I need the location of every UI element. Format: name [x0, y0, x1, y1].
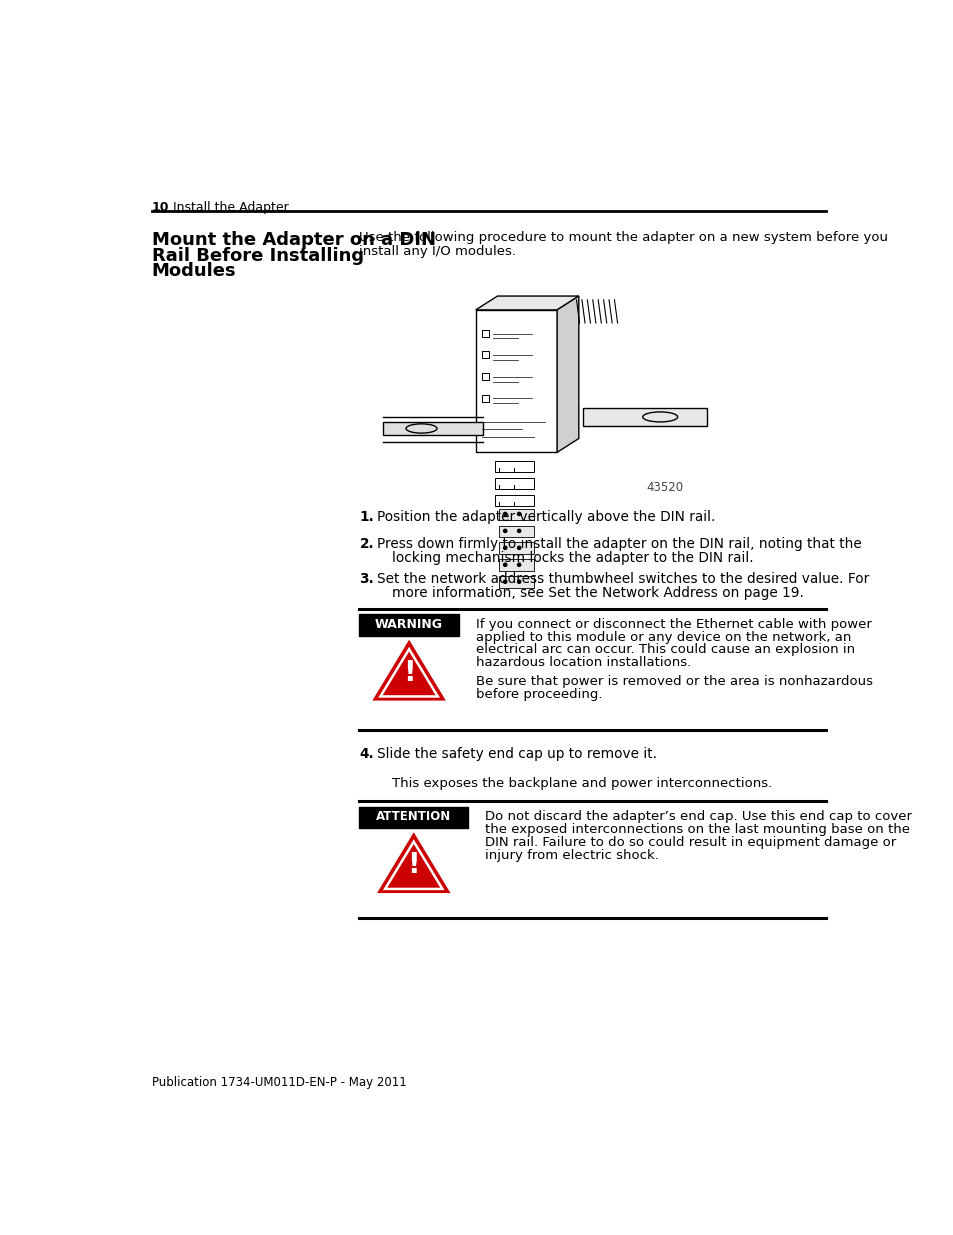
Bar	[481, 373, 488, 380]
Text: 2.: 2.	[359, 537, 374, 551]
Circle shape	[517, 579, 521, 584]
Text: DIN rail. Failure to do so could result in equipment damage or: DIN rail. Failure to do so could result …	[484, 836, 896, 848]
Bar	[481, 352, 488, 358]
Polygon shape	[382, 421, 483, 436]
Polygon shape	[557, 296, 578, 452]
Bar	[498, 526, 534, 537]
Text: 1.: 1.	[359, 510, 374, 524]
Text: electrical arc can occur. This could cause an explosion in: electrical arc can occur. This could cau…	[476, 643, 854, 656]
Circle shape	[502, 511, 507, 516]
Polygon shape	[582, 408, 706, 426]
Text: 43520: 43520	[645, 480, 682, 494]
Text: hazardous location installations.: hazardous location installations.	[476, 656, 690, 669]
Text: Modules: Modules	[152, 262, 236, 280]
Text: locking mechanism locks the adapter to the DIN rail.: locking mechanism locks the adapter to t…	[392, 551, 753, 564]
Circle shape	[517, 511, 521, 516]
Bar	[481, 395, 488, 401]
Text: install any I/O modules.: install any I/O modules.	[359, 246, 516, 258]
Text: Be sure that power is removed or the area is nonhazardous: Be sure that power is removed or the are…	[476, 674, 872, 688]
Text: applied to this module or any device on the network, an: applied to this module or any device on …	[476, 631, 850, 643]
Text: Do not discard the adapter’s end cap. Use this end cap to cover: Do not discard the adapter’s end cap. Us…	[484, 810, 911, 824]
Bar	[498, 577, 534, 588]
Text: !: !	[402, 658, 415, 687]
Circle shape	[517, 546, 521, 550]
Bar	[481, 330, 488, 337]
Bar	[495, 495, 534, 506]
Text: injury from electric shock.: injury from electric shock.	[484, 848, 659, 862]
Bar	[495, 478, 534, 489]
Text: Publication 1734-UM011D-EN-P - May 2011: Publication 1734-UM011D-EN-P - May 2011	[152, 1076, 406, 1089]
Circle shape	[502, 562, 507, 567]
Text: If you connect or disconnect the Ethernet cable with power: If you connect or disconnect the Etherne…	[476, 618, 871, 631]
Text: ATTENTION: ATTENTION	[375, 810, 451, 824]
Text: Use the following procedure to mount the adapter on a new system before you: Use the following procedure to mount the…	[359, 231, 887, 245]
Polygon shape	[374, 642, 443, 699]
Text: Slide the safety end cap up to remove it.: Slide the safety end cap up to remove it…	[376, 747, 656, 761]
Polygon shape	[476, 296, 578, 310]
Text: 4.: 4.	[359, 747, 374, 761]
Text: Mount the Adapter on a DIN: Mount the Adapter on a DIN	[152, 231, 436, 249]
Text: before proceeding.: before proceeding.	[476, 688, 601, 700]
Text: Install the Adapter: Install the Adapter	[173, 200, 289, 214]
Text: Set the network address thumbwheel switches to the desired value. For: Set the network address thumbwheel switc…	[376, 572, 868, 585]
Polygon shape	[378, 835, 448, 892]
Text: Press down firmly to install the adapter on the DIN rail, noting that the: Press down firmly to install the adapter…	[376, 537, 861, 551]
Circle shape	[502, 529, 507, 534]
Bar	[498, 559, 534, 571]
Bar	[495, 461, 534, 472]
Text: WARNING: WARNING	[375, 618, 442, 631]
Text: the exposed interconnections on the last mounting base on the: the exposed interconnections on the last…	[484, 823, 909, 836]
Bar	[498, 509, 534, 520]
Polygon shape	[476, 310, 557, 452]
Circle shape	[517, 529, 521, 534]
Text: 10: 10	[152, 200, 169, 214]
Text: !: !	[407, 851, 419, 879]
Bar	[498, 542, 534, 555]
Text: Rail Before Installing: Rail Before Installing	[152, 247, 363, 264]
Circle shape	[502, 546, 507, 550]
Text: This exposes the backplane and power interconnections.: This exposes the backplane and power int…	[392, 777, 772, 789]
Text: Position the adapter vertically above the DIN rail.: Position the adapter vertically above th…	[376, 510, 714, 524]
Text: more information, see Set the Network Address on page 19.: more information, see Set the Network Ad…	[392, 585, 803, 599]
Circle shape	[517, 562, 521, 567]
Text: 3.: 3.	[359, 572, 374, 585]
Circle shape	[502, 579, 507, 584]
